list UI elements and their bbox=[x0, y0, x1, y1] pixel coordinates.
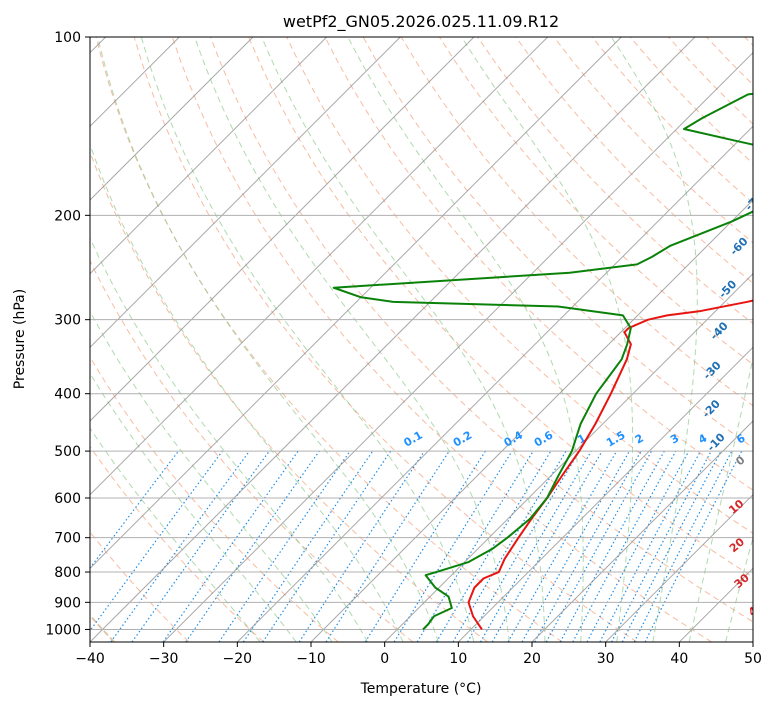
mixing-ratio-line bbox=[298, 450, 425, 642]
chart-title: wetPf2_GN05.2026.025.11.09.R12 bbox=[283, 12, 559, 32]
dry-adiabat-line bbox=[324, 37, 753, 491]
mixing-ratio-line bbox=[131, 450, 270, 642]
x-tick-label: −20 bbox=[223, 651, 253, 667]
profile-lines bbox=[332, 92, 753, 631]
y-tick-label: 100 bbox=[54, 30, 81, 46]
moist-adiabat-line bbox=[90, 310, 333, 642]
x-tick-label: 30 bbox=[597, 651, 615, 667]
mixing-ratio-line bbox=[393, 450, 513, 642]
isotherm-line bbox=[310, 199, 753, 642]
moist-adiabat-line bbox=[261, 37, 546, 642]
mixing-ratio-line bbox=[90, 450, 223, 632]
mixing-ratio-line bbox=[218, 450, 351, 642]
isotherm-line bbox=[90, 37, 254, 201]
mixing-ratio-line bbox=[534, 450, 642, 642]
y-tick-label: 1000 bbox=[45, 622, 81, 638]
x-tick-label: 0 bbox=[380, 651, 389, 667]
dry-adiabat-line bbox=[171, 37, 712, 642]
dry-adiabat-line bbox=[90, 259, 414, 642]
mixing-ratio-line bbox=[521, 450, 631, 642]
x-tick-label: −30 bbox=[149, 651, 179, 667]
mixing-ratio-line bbox=[162, 450, 299, 642]
dry-adiabat-line bbox=[210, 37, 753, 623]
isotherm-line bbox=[90, 37, 622, 570]
mixing-ratio-line bbox=[90, 450, 179, 570]
moist-adiabat-line bbox=[610, 37, 698, 642]
mixing-ratio-line bbox=[633, 450, 733, 642]
dewpoint-line bbox=[332, 92, 753, 631]
temperature-line bbox=[467, 299, 753, 631]
moist-adiabat-line bbox=[90, 236, 369, 642]
dry-adiabat-line bbox=[133, 37, 638, 642]
mixing-ratio-line bbox=[572, 450, 677, 642]
dry-adiabat-line bbox=[248, 37, 753, 578]
dry-adiabat-label: -70 bbox=[743, 190, 766, 214]
mixing-ratio-line bbox=[110, 450, 250, 642]
mixing-ratio-line bbox=[325, 450, 450, 642]
x-tick-label: 40 bbox=[670, 651, 688, 667]
plot-frame bbox=[89, 36, 754, 643]
mixing-ratio-line bbox=[507, 450, 618, 642]
mixing-ratio-line bbox=[262, 450, 392, 642]
y-tick-label: 900 bbox=[54, 595, 81, 611]
moist-adiabat-line bbox=[90, 427, 261, 642]
dry-adiabat-line bbox=[90, 445, 264, 642]
mixing-ratio-line bbox=[545, 450, 653, 642]
moist-adiabat-line bbox=[97, 37, 439, 642]
moist-adiabat-line bbox=[347, 37, 584, 642]
isotherm-line bbox=[90, 37, 549, 496]
moist-adiabat-line bbox=[688, 355, 753, 642]
x-tick-label: 10 bbox=[449, 651, 467, 667]
background-lines bbox=[90, 37, 753, 642]
x-tick-label: −10 bbox=[296, 651, 326, 667]
y-axis: 100 200 300 400 500 600 700 800 900 1000 bbox=[45, 30, 90, 638]
y-tick-label: 500 bbox=[54, 444, 81, 460]
moist-adiabat-line bbox=[90, 372, 297, 642]
x-tick-label: −40 bbox=[75, 651, 105, 667]
y-tick-label: 400 bbox=[54, 387, 81, 403]
isotherm-line bbox=[236, 125, 753, 642]
isotherm-line bbox=[163, 51, 753, 642]
y-tick-label: 200 bbox=[54, 208, 81, 224]
moist-adiabat-line bbox=[140, 37, 475, 642]
moist-adiabat-line bbox=[725, 536, 753, 642]
isotherm-line bbox=[531, 420, 753, 642]
mixing-ratio-line bbox=[185, 450, 320, 642]
moist-adiabat-line bbox=[194, 37, 510, 642]
isotherm-line bbox=[90, 37, 696, 642]
isotherm-line bbox=[457, 346, 753, 642]
x-axis: −40 −30 −20 −10 0 10 20 30 40 50 bbox=[75, 642, 762, 667]
dry-adiabat-line bbox=[286, 37, 753, 534]
y-tick-label: 700 bbox=[54, 531, 81, 547]
y-tick-label: 300 bbox=[54, 313, 81, 329]
y-tick-label: 800 bbox=[54, 565, 81, 581]
isotherm-line bbox=[90, 37, 401, 349]
x-axis-title: Temperature (°C) bbox=[360, 681, 482, 697]
mixing-ratio-line bbox=[586, 450, 690, 642]
moist-adiabat-line bbox=[90, 143, 404, 642]
isotherm-line bbox=[605, 493, 753, 642]
moist-adiabat-label: 40 bbox=[746, 599, 766, 619]
isotherm-line bbox=[384, 272, 753, 642]
dry-adiabat-line bbox=[90, 356, 339, 642]
isotherm-line bbox=[90, 37, 475, 422]
dry-adiabat-line bbox=[515, 37, 753, 284]
mixing-ratio-line bbox=[559, 450, 665, 642]
y-axis-title: Pressure (hPa) bbox=[12, 289, 28, 389]
mixing-ratio-line bbox=[416, 450, 534, 642]
isotherm-line bbox=[90, 37, 328, 275]
mixing-ratio-line bbox=[644, 450, 743, 642]
mixing-ratio-line bbox=[242, 450, 374, 642]
y-tick-label: 600 bbox=[54, 491, 81, 507]
x-tick-label: 20 bbox=[523, 651, 541, 667]
x-tick-label: 50 bbox=[744, 651, 762, 667]
